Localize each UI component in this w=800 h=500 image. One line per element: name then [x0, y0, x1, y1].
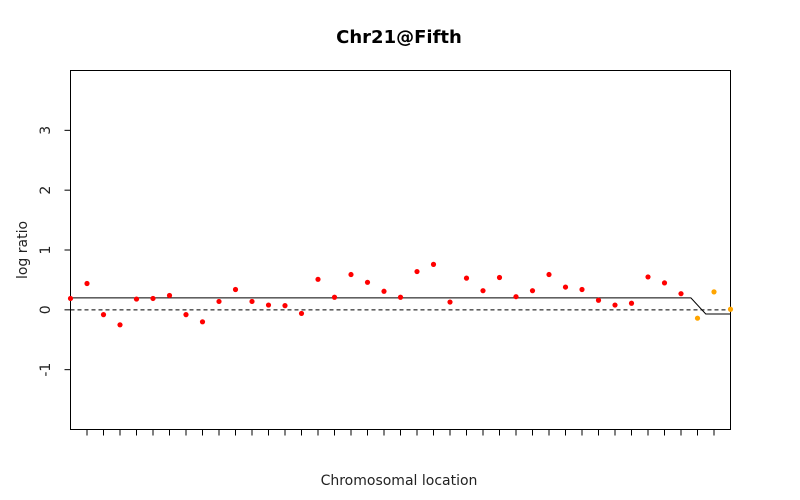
plot-frame: [70, 70, 731, 430]
data-point: [628, 300, 635, 306]
data-point: [298, 310, 305, 317]
data-point: [100, 312, 107, 318]
data-point: [150, 295, 156, 302]
data-point: [678, 291, 684, 297]
chart-title: Chr21@Fifth: [336, 27, 462, 48]
data-point: [463, 275, 470, 281]
y-axis-label: log ratio: [15, 221, 31, 279]
data-point: [84, 280, 90, 287]
x-axis-label: Chromosomal location: [321, 473, 478, 489]
data-point: [348, 271, 354, 278]
data-point: [694, 315, 701, 321]
data-point: [364, 279, 371, 285]
data-point: [447, 299, 453, 305]
data-point: [397, 294, 404, 300]
data-point: [282, 303, 288, 309]
y-tick-label: 0: [38, 305, 54, 314]
data-point: [513, 294, 519, 300]
data-point: [645, 274, 651, 280]
data-point: [579, 286, 585, 293]
data-point: [315, 276, 321, 282]
data-point: [480, 288, 486, 294]
data-point: [612, 302, 618, 308]
data-point: [183, 312, 189, 318]
data-point: [381, 288, 387, 294]
data-point: [117, 322, 123, 328]
segment-mean-line: [70, 297, 731, 315]
data-point: [727, 306, 734, 312]
data-point: [331, 294, 338, 300]
data-points: [67, 261, 734, 328]
data-point: [546, 271, 552, 278]
data-point: [265, 302, 272, 308]
data-point: [711, 289, 717, 295]
data-point: [595, 297, 602, 303]
data-point: [661, 280, 668, 286]
y-tick-label: 1: [38, 246, 54, 255]
y-tick-label: 3: [38, 126, 54, 135]
data-point: [249, 298, 255, 305]
y-axis: -1 0 1 2 3: [38, 126, 71, 377]
y-tick-label: 2: [38, 186, 54, 195]
data-point: [67, 295, 74, 302]
x-axis: [86, 429, 715, 436]
y-tick-label: -1: [38, 363, 54, 377]
data-point: [166, 292, 173, 299]
data-point: [430, 261, 437, 267]
data-point: [133, 296, 140, 302]
data-point: [496, 274, 503, 281]
data-point: [529, 288, 536, 294]
data-point: [232, 286, 239, 293]
data-point: [562, 284, 569, 290]
data-point: [216, 298, 222, 305]
data-point: [199, 319, 206, 325]
data-point: [414, 268, 420, 275]
